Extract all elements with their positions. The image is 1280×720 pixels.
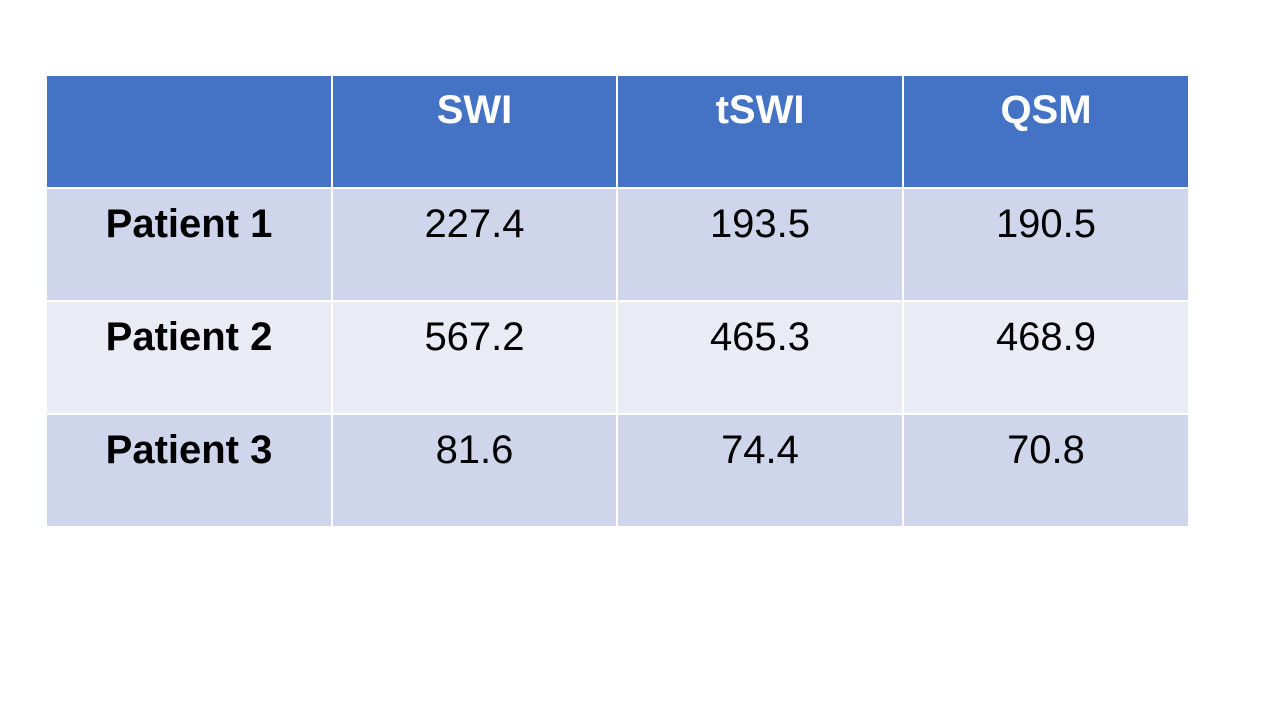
table-cell: 468.9	[904, 302, 1188, 413]
table-cell: 74.4	[618, 415, 902, 526]
row-label: Patient 3	[47, 415, 331, 526]
table-cell: 227.4	[333, 189, 616, 300]
table-cell: 193.5	[618, 189, 902, 300]
header-cell: SWI	[333, 76, 616, 187]
table-cell: 465.3	[618, 302, 902, 413]
header-cell: QSM	[904, 76, 1188, 187]
row-label: Patient 1	[47, 189, 331, 300]
table-cell: 190.5	[904, 189, 1188, 300]
table-cell: 81.6	[333, 415, 616, 526]
header-cell	[47, 76, 331, 187]
table-cell: 567.2	[333, 302, 616, 413]
table-cell: 70.8	[904, 415, 1188, 526]
header-cell: tSWI	[618, 76, 902, 187]
row-label: Patient 2	[47, 302, 331, 413]
